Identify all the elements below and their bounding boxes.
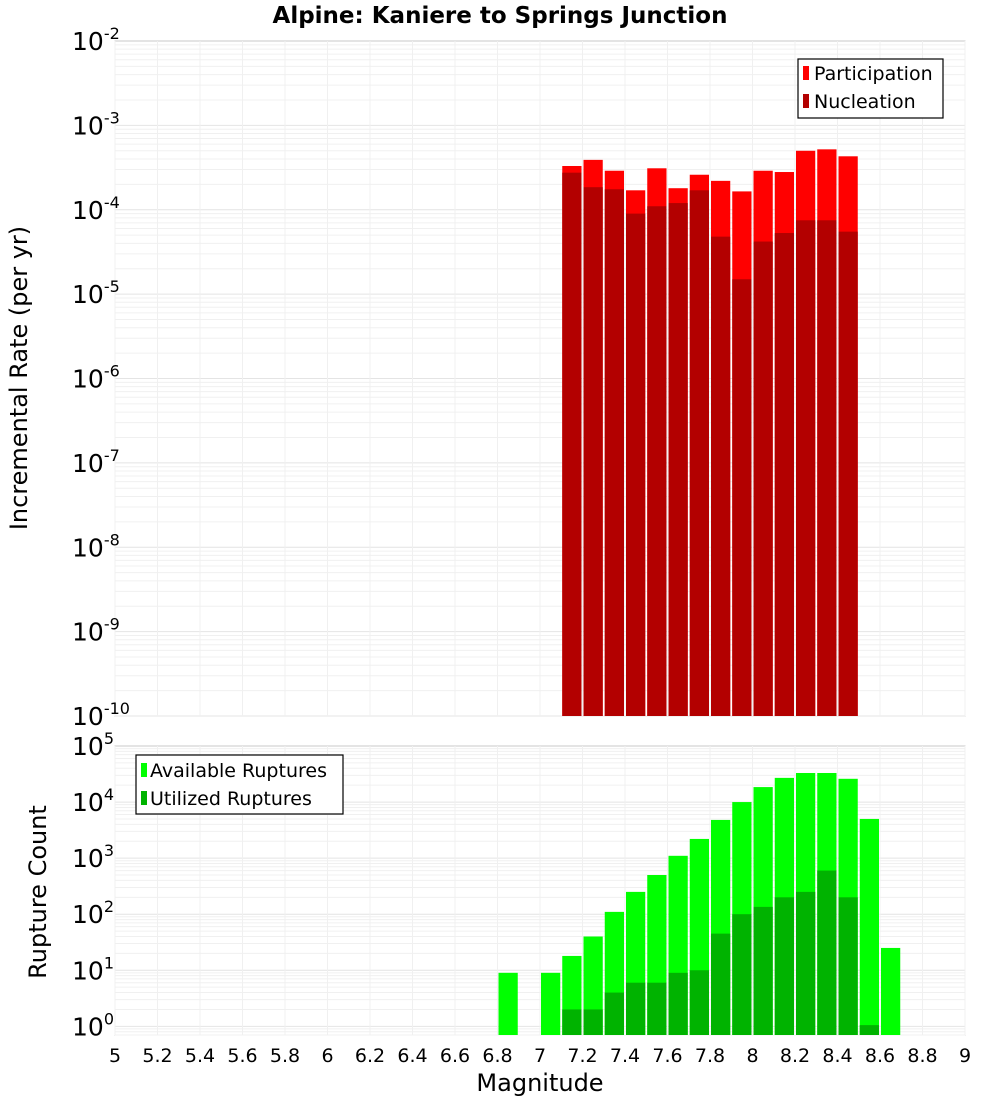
utilized-ruptures-bar: [817, 870, 837, 1035]
nucleation-bar: [753, 241, 773, 717]
x-tick-label: 8.4: [822, 1045, 852, 1067]
nucleation-bar: [583, 187, 603, 716]
nucleation-legend-swatch: [803, 94, 809, 108]
x-tick-label: 5.2: [142, 1045, 172, 1067]
x-tick-label: 5: [109, 1045, 121, 1067]
x-tick-label: 6.2: [355, 1045, 385, 1067]
utilized-ruptures-bar: [626, 982, 646, 1035]
rate-y-tick-label: 10-9: [72, 615, 120, 647]
utilized-ruptures-bar: [859, 1025, 879, 1035]
rate-gridlines: [114, 41, 966, 717]
rate-y-tick-label: 10-5: [72, 277, 120, 309]
x-tick-label: 6: [321, 1045, 333, 1067]
rate-y-tick-label: 10-2: [72, 24, 120, 56]
utilized-ruptures-bar: [732, 914, 752, 1035]
nucleation-bar: [732, 279, 752, 716]
utilized-legend-swatch: [141, 791, 147, 805]
nucleation-bar: [838, 231, 858, 716]
utilized-ruptures-bar: [838, 897, 858, 1035]
utilized-ruptures-bar: [711, 933, 731, 1035]
available-ruptures-bar: [881, 947, 901, 1035]
count-legend: Available Ruptures Utilized Ruptures: [135, 754, 344, 815]
x-tick-label: 6.8: [482, 1045, 512, 1067]
nucleation-bar: [647, 206, 667, 716]
count-y-tick-label: 105: [72, 729, 114, 761]
utilized-ruptures-bar: [583, 1009, 603, 1035]
chart-title: Alpine: Kaniere to Springs Junction: [273, 3, 728, 29]
rate-y-tick-label: 10-7: [72, 446, 120, 478]
available-ruptures-bar: [859, 818, 879, 1035]
rate-y-tick-label: 10-10: [72, 699, 130, 731]
available-ruptures-bar: [541, 972, 561, 1035]
count-y-tick-label: 104: [72, 785, 114, 817]
utilized-ruptures-bar: [647, 982, 667, 1035]
utilized-ruptures-bar: [604, 992, 624, 1035]
available-legend-swatch: [141, 763, 147, 777]
count-y-axis-label: Rupture Count: [24, 805, 52, 979]
x-tick-label: 8.2: [780, 1045, 810, 1067]
x-tick-label: 6.4: [397, 1045, 427, 1067]
rate-plot: 10-2 10-3 10-4 10-5 10-6 10-7 10-8 10-9 10-10 In…: [5, 24, 966, 731]
count-y-tick-label: 100: [72, 1009, 114, 1041]
x-tick-label: 8.6: [865, 1045, 895, 1067]
x-tick-label: 7: [534, 1045, 546, 1067]
rate-y-tick-label: 10-3: [72, 108, 120, 140]
rate-y-tick-label: 10-6: [72, 362, 120, 394]
rate-y-tick-label: 10-4: [72, 193, 120, 225]
nucleation-bar: [668, 203, 688, 716]
rate-legend-box: [797, 58, 944, 119]
nucleation-bar: [562, 172, 582, 717]
count-y-ticks: 100 101 102 103 104 105: [72, 729, 114, 1041]
x-tick-label: 6.6: [440, 1045, 470, 1067]
x-tick-label: 5.4: [185, 1045, 215, 1067]
participation-legend-swatch: [803, 66, 809, 80]
rate-y-tick-label: 10-8: [72, 530, 120, 562]
nucleation-bar: [604, 189, 624, 717]
available-ruptures-bar: [498, 972, 518, 1035]
nucleation-bar: [796, 220, 816, 717]
x-tick-label: 5.8: [270, 1045, 300, 1067]
x-tick-label: 9: [959, 1045, 971, 1067]
magnitude-x-ticks: 5 5.2 5.4 5.6 5.8 6 6.2 6.4 6.6 6.8 7 7.2 7.4 7.6 7.8 8…: [109, 1045, 971, 1067]
x-tick-label: 7.2: [567, 1045, 597, 1067]
nucleation-bar: [711, 236, 731, 716]
utilized-ruptures-bar: [668, 972, 688, 1035]
rate-bars: [562, 149, 858, 717]
utilized-ruptures-bar: [796, 891, 816, 1035]
x-tick-label: 7.8: [695, 1045, 725, 1067]
x-tick-label: 7.4: [610, 1045, 640, 1067]
utilized-ruptures-bar: [774, 897, 794, 1035]
x-tick-label: 7.6: [652, 1045, 682, 1067]
count-legend-box: [135, 754, 344, 815]
available-legend-label: Available Ruptures: [150, 760, 327, 782]
nucleation-bar: [817, 220, 837, 717]
x-tick-label: 8.8: [907, 1045, 937, 1067]
nucleation-bar: [774, 233, 794, 716]
count-bars: [498, 772, 901, 1035]
utilized-ruptures-bar: [562, 1009, 582, 1035]
nucleation-bar: [626, 213, 646, 717]
nucleation-legend-label: Nucleation: [814, 91, 916, 113]
x-tick-label: 8: [746, 1045, 758, 1067]
count-plot: 100 101 102 103 104 105 5 5.2 5.4 5.6 5.8 6 6.2 6.4 6…: [24, 729, 971, 1097]
rate-legend: Participation Nucleation: [797, 58, 944, 119]
count-y-tick-label: 103: [72, 841, 114, 873]
x-tick-label: 5.6: [227, 1045, 257, 1067]
x-axis-label: Magnitude: [476, 1069, 603, 1097]
count-y-tick-label: 102: [72, 897, 114, 929]
utilized-legend-label: Utilized Ruptures: [150, 788, 312, 810]
rate-y-axis-label: Incremental Rate (per yr): [5, 226, 33, 530]
participation-legend-label: Participation: [814, 63, 933, 85]
count-y-tick-label: 101: [72, 953, 114, 985]
utilized-ruptures-bar: [689, 970, 709, 1035]
rate-y-ticks: 10-2 10-3 10-4 10-5 10-6 10-7 10-8 10-9 10-10: [72, 24, 130, 731]
nucleation-bar: [689, 190, 709, 716]
utilized-ruptures-bar: [753, 906, 773, 1035]
